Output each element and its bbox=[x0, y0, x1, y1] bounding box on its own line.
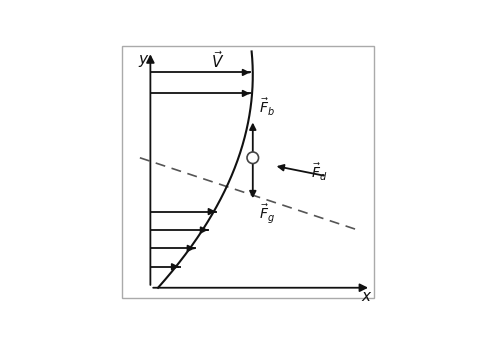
Circle shape bbox=[247, 152, 258, 164]
Text: $\vec{F}_b$: $\vec{F}_b$ bbox=[259, 97, 275, 118]
Text: $\vec{F}_g$: $\vec{F}_g$ bbox=[259, 203, 275, 225]
Text: y: y bbox=[138, 52, 147, 67]
Text: x: x bbox=[361, 290, 370, 305]
Text: $\vec{F}_d$: $\vec{F}_d$ bbox=[311, 162, 327, 183]
Text: $\vec{V}$: $\vec{V}$ bbox=[211, 50, 224, 71]
